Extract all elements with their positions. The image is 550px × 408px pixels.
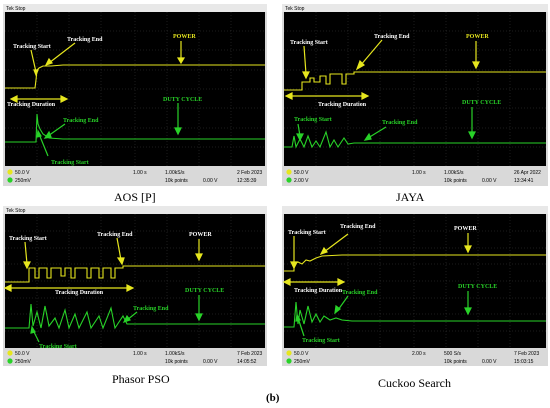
svg-text:10k points: 10k points — [165, 359, 188, 365]
label-tracking-end-2: Tracking End — [133, 306, 169, 312]
svg-text:2.00 s: 2.00 s — [412, 351, 426, 357]
label-tracking-end: Tracking End — [67, 37, 103, 43]
svg-text:13:34:41: 13:34:41 — [514, 178, 534, 184]
svg-text:7 Feb 2023: 7 Feb 2023 — [237, 351, 263, 357]
svg-text:15:03:15: 15:03:15 — [514, 359, 534, 365]
svg-text:7 Feb 2023: 7 Feb 2023 — [514, 351, 540, 357]
power-trace — [5, 64, 265, 89]
svg-text:250mV: 250mV — [294, 359, 311, 365]
duty-trace — [5, 113, 265, 143]
svg-text:0.00 V: 0.00 V — [482, 359, 497, 365]
scope-panel-aos: Tek Stop Tracking Start Tracking End POW… — [3, 4, 267, 186]
svg-text:0.00 V: 0.00 V — [203, 359, 218, 365]
svg-text:50.0 V: 50.0 V — [15, 170, 30, 176]
label-tracking-end: Tracking End — [97, 232, 133, 238]
duty-trace — [284, 130, 546, 149]
oscilloscope-screen: Tek Stop Tracking Start Tracking End POW… — [3, 4, 267, 186]
scope-panel-jaya: Tek Stop Tracking Start Tracking End POW… — [282, 4, 548, 186]
svg-text:250mV: 250mV — [15, 359, 32, 365]
duty-trace — [284, 301, 546, 328]
label-tracking-start-2: Tracking Start — [302, 338, 340, 344]
svg-text:50.0 V: 50.0 V — [15, 351, 30, 357]
svg-text:10k points: 10k points — [444, 178, 467, 184]
label-tracking-start: Tracking Start — [13, 44, 51, 50]
label-tracking-end-2: Tracking End — [63, 118, 99, 124]
svg-text:1.00 s: 1.00 s — [133, 351, 147, 357]
svg-text:50.0 V: 50.0 V — [294, 170, 309, 176]
power-trace — [284, 71, 546, 91]
oscilloscope-screen: Tek Stop Tracking Start Tracking End POW… — [3, 206, 267, 366]
svg-text:500 S/s: 500 S/s — [444, 351, 461, 357]
oscilloscope-screen: Tracking Start Tracking End POWER Tracki… — [282, 206, 548, 366]
caption-phasor-pso: Phasor PSO — [112, 372, 170, 386]
label-power: POWER — [454, 226, 477, 232]
svg-text:10k points: 10k points — [165, 178, 188, 184]
oscilloscope-screen: Tek Stop Tracking Start Tracking End POW… — [282, 4, 548, 186]
svg-text:2 Feb 2023: 2 Feb 2023 — [237, 170, 263, 176]
svg-text:14:05:52: 14:05:52 — [237, 359, 257, 365]
svg-text:0.00 V: 0.00 V — [482, 178, 497, 184]
scope-panel-cuckoo-search: Tracking Start Tracking End POWER Tracki… — [282, 206, 548, 366]
label-tracking-end-2: Tracking End — [342, 290, 378, 296]
svg-text:250mV: 250mV — [15, 178, 32, 184]
caption-cuckoo-search: Cuckoo Search — [378, 376, 451, 390]
label-power: POWER — [189, 232, 212, 238]
label-duty-cycle: DUTY CYCLE — [163, 97, 202, 103]
label-tracking-end-2: Tracking End — [382, 120, 418, 126]
svg-text:0.00 V: 0.00 V — [203, 178, 218, 184]
label-power: POWER — [173, 34, 196, 40]
caption-aos: AOS [P] — [114, 190, 156, 204]
svg-text:1.00kS/s: 1.00kS/s — [165, 170, 185, 176]
label-tracking-start: Tracking Start — [9, 236, 47, 242]
label-tracking-duration: Tracking Duration — [55, 290, 104, 296]
label-tracking-end: Tracking End — [374, 34, 410, 40]
scope-header: Tek Stop — [285, 6, 305, 12]
svg-text:1.00 s: 1.00 s — [133, 170, 147, 176]
label-duty-cycle: DUTY CYCLE — [458, 284, 497, 290]
power-trace — [5, 265, 265, 283]
label-duty-cycle: DUTY CYCLE — [462, 100, 501, 106]
label-tracking-end: Tracking End — [340, 224, 376, 230]
scope-header: Tek Stop — [6, 6, 26, 12]
duty-trace — [5, 303, 265, 330]
caption-jaya: JAYA — [396, 190, 425, 204]
label-tracking-duration: Tracking Duration — [318, 102, 367, 108]
label-tracking-start: Tracking Start — [290, 40, 328, 46]
label-tracking-start: Tracking Start — [288, 230, 326, 236]
svg-text:50.0 V: 50.0 V — [294, 351, 309, 357]
svg-text:1.00kS/s: 1.00kS/s — [444, 170, 464, 176]
svg-text:2.00 V: 2.00 V — [294, 178, 309, 184]
label-tracking-duration: Tracking Duration — [7, 102, 56, 108]
svg-text:1.00 s: 1.00 s — [412, 170, 426, 176]
svg-text:26 Apr 2022: 26 Apr 2022 — [514, 170, 541, 176]
label-duty-cycle: DUTY CYCLE — [185, 288, 224, 294]
scope-header: Tek Stop — [6, 208, 26, 214]
label-tracking-start-2: Tracking Start — [39, 344, 77, 350]
label-tracking-start-2: Tracking Start — [51, 160, 89, 166]
svg-text:12:35:39: 12:35:39 — [237, 178, 257, 184]
scope-panel-phasor-pso: Tek Stop Tracking Start Tracking End POW… — [3, 206, 267, 366]
svg-text:1.00kS/s: 1.00kS/s — [165, 351, 185, 357]
label-tracking-duration: Tracking Duration — [294, 288, 343, 294]
label-power: POWER — [466, 34, 489, 40]
svg-text:10k points: 10k points — [444, 359, 467, 365]
label-tracking-start-2: Tracking Start — [294, 117, 332, 123]
figure-label: (b) — [266, 392, 280, 404]
